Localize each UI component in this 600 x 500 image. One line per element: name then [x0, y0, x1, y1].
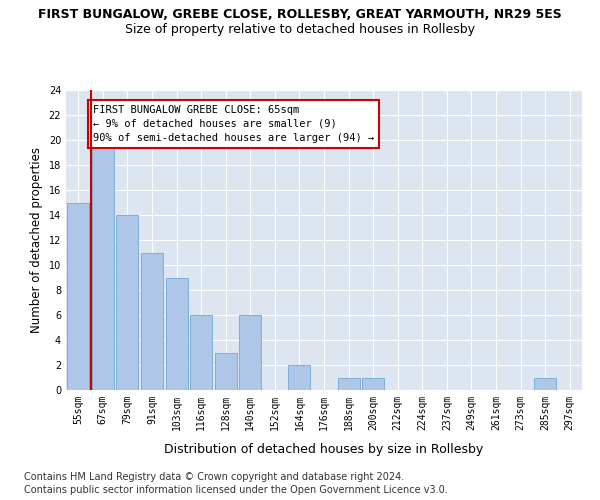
Bar	[92, 140, 114, 390]
Bar	[289, 365, 310, 390]
Bar	[190, 315, 212, 390]
Text: Size of property relative to detached houses in Rollesby: Size of property relative to detached ho…	[125, 22, 475, 36]
Bar	[215, 352, 237, 390]
Text: FIRST BUNGALOW, GREBE CLOSE, ROLLESBY, GREAT YARMOUTH, NR29 5ES: FIRST BUNGALOW, GREBE CLOSE, ROLLESBY, G…	[38, 8, 562, 20]
Text: Contains public sector information licensed under the Open Government Licence v3: Contains public sector information licen…	[24, 485, 448, 495]
Text: Distribution of detached houses by size in Rollesby: Distribution of detached houses by size …	[164, 442, 484, 456]
Bar	[534, 378, 556, 390]
Bar	[141, 252, 163, 390]
Bar	[116, 215, 139, 390]
Y-axis label: Number of detached properties: Number of detached properties	[30, 147, 43, 333]
Bar	[362, 378, 384, 390]
Text: FIRST BUNGALOW GREBE CLOSE: 65sqm
← 9% of detached houses are smaller (9)
90% of: FIRST BUNGALOW GREBE CLOSE: 65sqm ← 9% o…	[93, 105, 374, 143]
Bar	[338, 378, 359, 390]
Text: Contains HM Land Registry data © Crown copyright and database right 2024.: Contains HM Land Registry data © Crown c…	[24, 472, 404, 482]
Bar	[239, 315, 262, 390]
Bar	[166, 278, 188, 390]
Bar	[67, 202, 89, 390]
